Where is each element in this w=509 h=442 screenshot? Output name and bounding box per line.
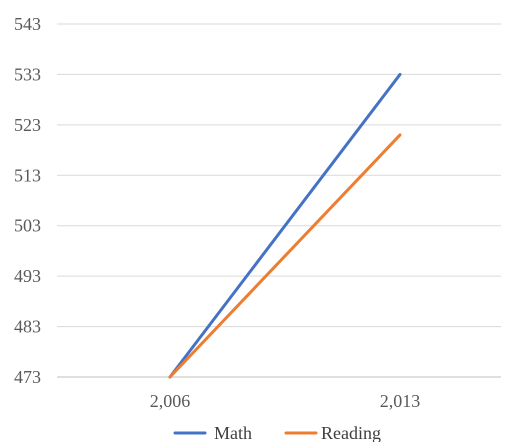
legend-item-math: Math [173, 423, 252, 442]
y-tick-label: 533 [14, 64, 41, 84]
y-tick-label: 483 [14, 317, 41, 337]
legend: Math Reading [173, 423, 381, 442]
series-line-math [168, 72, 402, 379]
y-tick-label: 543 [14, 14, 41, 34]
legend-item-reading: Reading [284, 423, 381, 442]
series-lines [168, 72, 402, 379]
y-tick-label: 473 [14, 367, 41, 387]
series-line-reading [168, 133, 402, 379]
x-tick-label: 2,006 [150, 391, 191, 411]
legend-label: Reading [321, 423, 381, 442]
y-tick-label: 523 [14, 115, 41, 135]
y-tick-label: 513 [14, 165, 41, 185]
y-tick-label: 503 [14, 216, 41, 236]
y-tick-label: 493 [14, 266, 41, 286]
y-axis-tick-labels: 473 483 493 503 513 523 533 543 [14, 14, 41, 387]
x-axis-tick-labels: 2,006 2,013 [150, 391, 421, 411]
x-tick-label: 2,013 [380, 391, 421, 411]
legend-label: Math [214, 423, 252, 442]
gridlines [57, 23, 501, 378]
